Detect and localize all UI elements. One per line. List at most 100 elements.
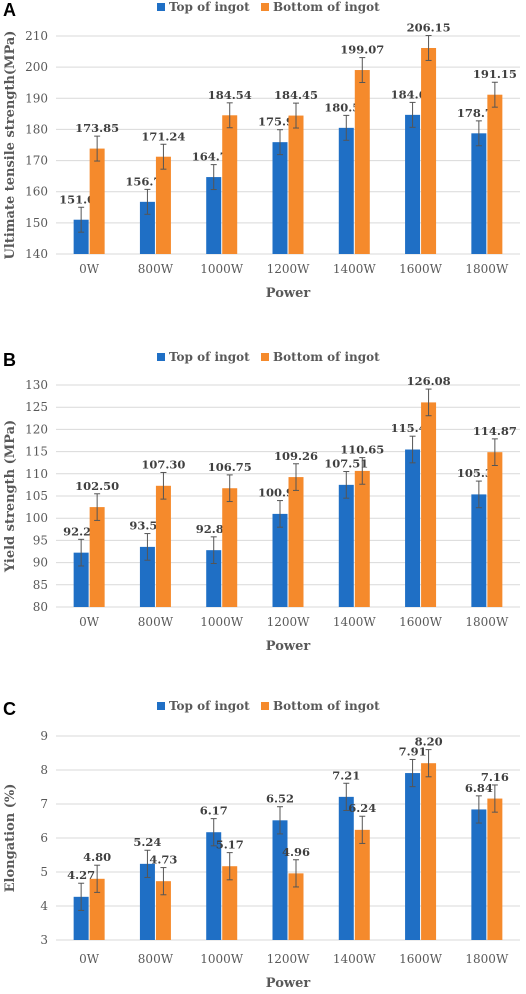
y-tick-label: 210 — [25, 29, 48, 43]
x-tick-label: 0W — [79, 262, 100, 276]
bar-top-of-ingot — [338, 796, 354, 940]
x-tick-label: 1800W — [465, 615, 509, 629]
bar-bottom-of-ingot — [487, 94, 503, 254]
bar-top-of-ingot — [405, 449, 421, 607]
bar-bottom-of-ingot — [354, 470, 370, 607]
x-tick-label: 800W — [138, 262, 174, 276]
y-tick-label: 170 — [25, 154, 48, 168]
bar-bottom-of-ingot — [288, 115, 304, 254]
x-tick-label: 1000W — [200, 952, 244, 966]
bar-top-of-ingot — [73, 219, 89, 254]
y-tick-label: 110 — [25, 467, 48, 481]
data-label: 4.80 — [83, 850, 111, 864]
data-label: 126.08 — [407, 374, 451, 388]
y-tick-label: 5 — [40, 865, 48, 879]
bar-bottom-of-ingot — [421, 47, 437, 254]
legend-label-bottom: Bottom of ingot — [273, 699, 380, 713]
data-label: 5.24 — [133, 835, 161, 849]
bar-top-of-ingot — [272, 513, 288, 607]
legend-swatch-top — [157, 3, 165, 11]
legend-label-top: Top of ingot — [169, 699, 250, 713]
y-tick-label: 7 — [40, 797, 48, 811]
bar-top-of-ingot — [139, 546, 155, 607]
data-label: 171.24 — [141, 129, 185, 143]
bar-top-of-ingot — [471, 494, 487, 607]
bar-bottom-of-ingot — [89, 878, 105, 940]
panel-letter: A — [3, 0, 16, 20]
y-tick-label: 9 — [40, 729, 48, 743]
bar-bottom-of-ingot — [222, 866, 238, 940]
x-tick-label: 800W — [138, 615, 174, 629]
data-label: 7.91 — [399, 744, 427, 758]
x-tick-label: 1800W — [465, 952, 509, 966]
data-label: 5.17 — [216, 838, 244, 852]
bar-bottom-of-ingot — [288, 873, 304, 940]
y-tick-label: 4 — [40, 899, 48, 913]
data-label: 6.24 — [348, 801, 376, 815]
x-tick-label: 1200W — [267, 615, 311, 629]
data-label: 8.20 — [415, 735, 443, 749]
data-label: 109.26 — [274, 449, 318, 463]
data-label: 114.87 — [473, 424, 517, 438]
y-tick-label: 115 — [25, 445, 48, 459]
x-tick-label: 1400W — [333, 952, 377, 966]
bar-bottom-of-ingot — [487, 798, 503, 940]
y-tick-label: 190 — [25, 91, 48, 105]
data-label: 107.30 — [141, 457, 185, 471]
legend: Top of ingot Bottom of ingot — [157, 350, 380, 364]
y-tick-label: 95 — [33, 533, 48, 547]
data-label: 173.85 — [75, 121, 119, 135]
y-tick-label: 8 — [40, 763, 48, 777]
x-tick-label: 1000W — [200, 615, 244, 629]
legend-swatch-bottom — [261, 3, 269, 11]
x-tick-label: 1200W — [267, 262, 311, 276]
panel-letter: B — [3, 350, 16, 370]
legend-swatch-bottom — [261, 702, 269, 710]
data-label: 6.17 — [200, 804, 228, 818]
bar-bottom-of-ingot — [354, 829, 370, 940]
x-tick-label: 1000W — [200, 262, 244, 276]
legend-swatch-top — [157, 353, 165, 361]
chart-panel-c: C 3 4 5 6 7 8 9 4.27 4.80 0W 5.24 4.73 800W 6.17 5.17 10… — [3, 699, 520, 991]
bar-top-of-ingot — [73, 552, 89, 607]
data-label: 184.45 — [274, 88, 318, 102]
x-tick-label: 800W — [138, 952, 174, 966]
bar-top-of-ingot — [405, 773, 421, 940]
x-tick-label: 1200W — [267, 952, 311, 966]
data-label: 7.21 — [332, 768, 360, 782]
y-tick-label: 150 — [25, 216, 48, 230]
bar-bottom-of-ingot — [89, 148, 105, 254]
bar-top-of-ingot — [471, 809, 487, 940]
chart-panel-b: B8085909510010511011512012513092.24102.5… — [3, 350, 520, 654]
x-tick-label: 1400W — [333, 615, 377, 629]
bar-top-of-ingot — [338, 484, 354, 607]
y-tick-label: 85 — [33, 578, 48, 592]
legend-swatch-bottom — [261, 353, 269, 361]
chart-panel-a: A140150160170180190200210151.01173.850W1… — [3, 0, 520, 301]
data-label: 102.50 — [75, 479, 119, 493]
legend-label-top: Top of ingot — [169, 0, 250, 14]
y-axis-title: Elongation (%) — [3, 784, 18, 893]
data-label: 4.96 — [282, 845, 310, 859]
y-tick-label: 130 — [25, 378, 48, 392]
data-label: 6.84 — [465, 781, 493, 795]
y-tick-label: 3 — [40, 933, 48, 947]
data-label: 191.15 — [473, 67, 517, 81]
x-axis-title: Power — [266, 976, 311, 991]
data-label: 184.54 — [208, 88, 252, 102]
data-label: 106.75 — [208, 460, 252, 474]
y-tick-label: 120 — [25, 422, 48, 436]
bar-bottom-of-ingot — [421, 402, 437, 607]
y-tick-label: 125 — [25, 400, 48, 414]
x-axis-title: Power — [266, 286, 311, 301]
x-tick-label: 1600W — [399, 952, 443, 966]
legend-label-top: Top of ingot — [169, 350, 250, 364]
bar-bottom-of-ingot — [421, 763, 437, 940]
bar-bottom-of-ingot — [155, 156, 171, 254]
y-tick-label: 90 — [33, 556, 48, 570]
data-label: 7.16 — [481, 770, 509, 784]
legend: Top of ingot Bottom of ingot — [157, 0, 380, 14]
y-tick-label: 180 — [25, 122, 48, 136]
bar-top-of-ingot — [206, 550, 222, 607]
bar-top-of-ingot — [405, 114, 421, 254]
